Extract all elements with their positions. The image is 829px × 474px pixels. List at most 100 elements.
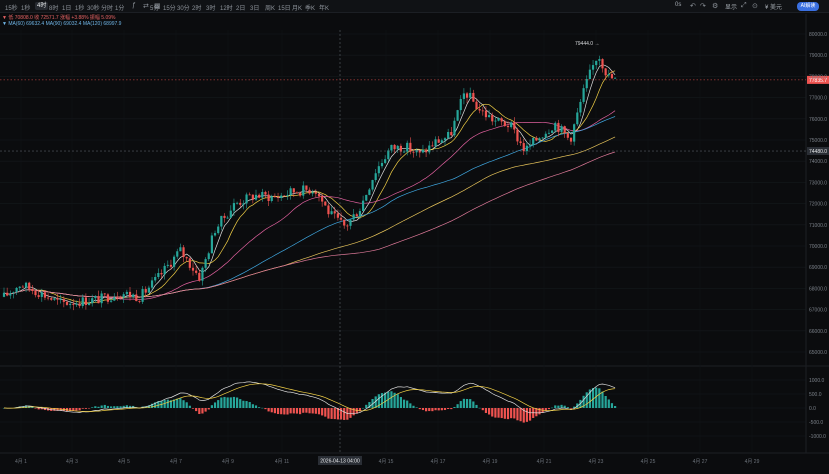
price-tick-label: 70000.0 [809, 244, 827, 250]
candle-body [459, 98, 462, 111]
macd-tick-label: -500.0 [809, 420, 823, 426]
macd-histogram-bar [563, 405, 566, 408]
indicator-icon[interactable]: ƒ [132, 2, 136, 9]
candle-body [264, 191, 267, 195]
candle-body [141, 289, 144, 302]
undo-icon[interactable]: ↶ [690, 3, 696, 10]
timeframe-17[interactable]: 周K [265, 6, 276, 12]
ai-analysis-button[interactable]: AI解读 [797, 2, 819, 11]
candle-body [503, 121, 506, 126]
candle-body [232, 203, 236, 211]
timeframe-16[interactable]: 3日 [250, 6, 260, 12]
price-tick-label: 75000.0 [809, 138, 827, 144]
candle-body [157, 273, 160, 277]
candle-body [113, 297, 116, 301]
timeframe-20[interactable]: 季K [305, 6, 316, 12]
candle-body [78, 303, 81, 307]
timeframe-3[interactable]: 8时 [49, 6, 59, 12]
macd-histogram-bar [78, 408, 81, 411]
timeframe-15[interactable]: 2日 [236, 6, 246, 12]
macd-histogram-bar [506, 408, 510, 420]
macd-histogram-bar [84, 408, 87, 409]
candle-body [147, 287, 150, 293]
candle-body [538, 138, 541, 141]
timeframe-6[interactable]: 30秒 [87, 6, 100, 12]
macd-histogram-bar [346, 408, 349, 420]
timeframe-12[interactable]: 2时 [192, 6, 202, 12]
macd-histogram-bar [491, 408, 494, 417]
settings-icon[interactable]: ⚙ [712, 3, 719, 10]
macd-histogram-bar [37, 408, 40, 410]
candle-body [352, 214, 355, 220]
macd-histogram-bar [472, 401, 475, 408]
timeframe-8[interactable]: 1分 [115, 6, 125, 12]
candle-body [317, 193, 321, 197]
ma-legend: ▼ MA(60) 69632.4 MA(90) 69032.4 MA(120) … [2, 21, 122, 27]
candle-body [519, 141, 522, 144]
compare-icon[interactable]: ⇄ [143, 3, 149, 10]
timeframe-7[interactable]: 分时 [101, 6, 114, 12]
macd-histogram-bar [286, 408, 289, 415]
fullscreen-icon[interactable]: ⤢ [741, 2, 747, 9]
macd-histogram-bar [169, 400, 173, 408]
macd-histogram-bar [210, 405, 213, 408]
timeframe-1[interactable]: 1秒 [21, 6, 31, 12]
candle-body [513, 122, 516, 130]
timeframe-13[interactable]: 3时 [206, 6, 216, 12]
timeframe-2[interactable]: 4时 [35, 2, 49, 10]
camera-icon[interactable]: ⊙ [752, 3, 758, 10]
time-tick-label: 4月 29 [745, 459, 760, 465]
currency-select[interactable]: ¥ 美元 [765, 5, 783, 11]
candle-body [579, 101, 582, 113]
time-tick-label: 4月 7 [170, 459, 182, 465]
macd-histogram-bar [198, 408, 201, 414]
candle-body [128, 291, 132, 298]
timeframe-11[interactable]: 30分 [177, 6, 190, 12]
macd-histogram-bar [547, 408, 551, 410]
candle-body [321, 196, 324, 202]
redo-icon[interactable]: ↷ [700, 3, 706, 10]
macd-histogram-bar [223, 396, 226, 408]
candle-body [166, 264, 169, 266]
candle-body [210, 235, 213, 254]
macd-histogram-bar [591, 388, 595, 408]
display-menu[interactable]: 显示 [725, 5, 738, 11]
timeframe-14[interactable]: 12时 [220, 6, 233, 12]
timeframe-5[interactable]: 1秒 [75, 6, 85, 12]
candle-body [254, 194, 258, 200]
macd-histogram-bar [484, 408, 488, 413]
candle-body [18, 286, 21, 288]
timeframe-4[interactable]: 1日 [62, 6, 72, 12]
macd-histogram-bar [242, 400, 245, 408]
macd-histogram-bar [519, 408, 522, 422]
macd-histogram-bar [358, 408, 362, 412]
candle-body [75, 303, 78, 305]
macd-histogram-bar [434, 408, 437, 411]
macd-histogram-bar [204, 408, 207, 412]
timeframe-19[interactable]: 月K [292, 6, 303, 12]
macd-histogram-bar [513, 408, 516, 419]
timeframe-18[interactable]: 15日 [278, 6, 291, 12]
candle-body [47, 297, 50, 299]
candle-body [188, 258, 191, 268]
candle-body [258, 194, 261, 198]
macd-histogram-bar [409, 403, 412, 408]
macd-histogram-bar [456, 404, 459, 408]
macd-histogram-bar [308, 408, 311, 414]
macd-histogram-bar [362, 407, 365, 409]
candle-body [37, 295, 40, 297]
timeframe-21[interactable]: 年K [319, 6, 330, 12]
macd-histogram-bar [497, 408, 500, 418]
timeframe-0[interactable]: 15秒 [5, 6, 18, 12]
chart-toolbar: 15秒 1秒 4时 8时 1日 1秒 30秒 分时 1分 5分 15分 30分 2时 3时 12时 2日 3日周… [0, 0, 829, 13]
candle-body [308, 189, 311, 194]
macd-histogram-bar [91, 407, 94, 408]
candle-body [251, 194, 254, 200]
timeframe-9[interactable]: 5分 [150, 6, 160, 12]
macd-histogram-bar [399, 397, 402, 408]
candle-body [472, 92, 475, 102]
timeframe-10[interactable]: 15分 [163, 6, 176, 12]
layout-icon[interactable]: ▦ [154, 3, 161, 10]
time-display[interactable]: 0s [675, 2, 682, 8]
